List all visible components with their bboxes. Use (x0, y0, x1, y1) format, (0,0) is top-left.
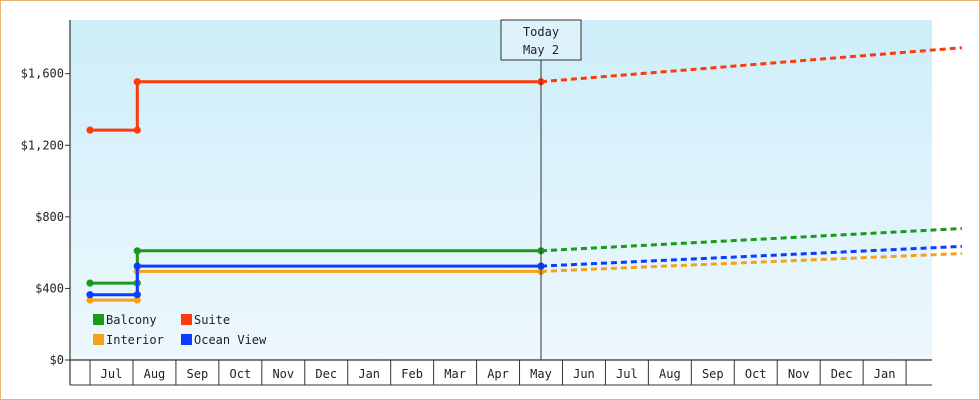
today-marker-label: Today (523, 25, 559, 39)
x-tick-label: Oct (745, 367, 767, 381)
x-tick-label: Sep (187, 367, 209, 381)
series-line-forecast (540, 252, 962, 273)
y-tick-label: $1,600 (21, 67, 64, 81)
x-tick-label: Apr (487, 367, 509, 381)
data-point (133, 126, 141, 134)
y-tick-label: $1,200 (21, 138, 64, 152)
y-tick-label: $400 (35, 281, 64, 295)
series-line-forecast (540, 46, 963, 84)
x-tick-label: Sep (702, 367, 724, 381)
legend-label: Interior (106, 333, 164, 347)
legend-label: Ocean View (194, 333, 267, 347)
x-tick-label: Nov (272, 367, 294, 381)
y-tick-label: $800 (35, 210, 64, 224)
x-tick-label: Jul (616, 367, 638, 381)
x-tick-label: May (530, 367, 552, 381)
x-tick-label: Dec (315, 367, 337, 381)
legend-label: Balcony (106, 313, 157, 327)
series-line-actual (90, 80, 541, 132)
y-tick-label: $0 (50, 353, 64, 367)
legend-swatch (93, 334, 104, 345)
today-marker-date: May 2 (523, 43, 559, 57)
x-tick-label: Jan (358, 367, 380, 381)
x-tick-label: Oct (230, 367, 252, 381)
x-tick-label: Jul (101, 367, 123, 381)
data-point (86, 279, 94, 287)
data-point (133, 247, 141, 255)
x-tick-label: Feb (401, 367, 423, 381)
x-tick-label: Nov (788, 367, 810, 381)
data-point (86, 291, 94, 299)
x-tick-label: Jun (573, 367, 595, 381)
x-tick-label: Aug (659, 367, 681, 381)
plot-area (70, 20, 932, 360)
data-point (86, 296, 94, 304)
legend-swatch (181, 334, 192, 345)
legend-swatch (93, 314, 104, 325)
series-line-forecast (540, 244, 962, 268)
data-point (133, 296, 141, 304)
x-tick-label: Jan (874, 367, 896, 381)
data-point (133, 291, 141, 299)
data-point (133, 262, 141, 270)
series-line-actual (90, 264, 541, 297)
series-line-forecast (540, 227, 962, 253)
data-point (133, 78, 141, 86)
legend-swatch (181, 314, 192, 325)
x-tick-label: Mar (444, 367, 466, 381)
data-point (86, 126, 94, 134)
x-tick-label: Dec (831, 367, 853, 381)
today-marker-box (500, 19, 582, 61)
x-tick-label: Aug (144, 367, 166, 381)
legend-label: Suite (194, 313, 230, 327)
